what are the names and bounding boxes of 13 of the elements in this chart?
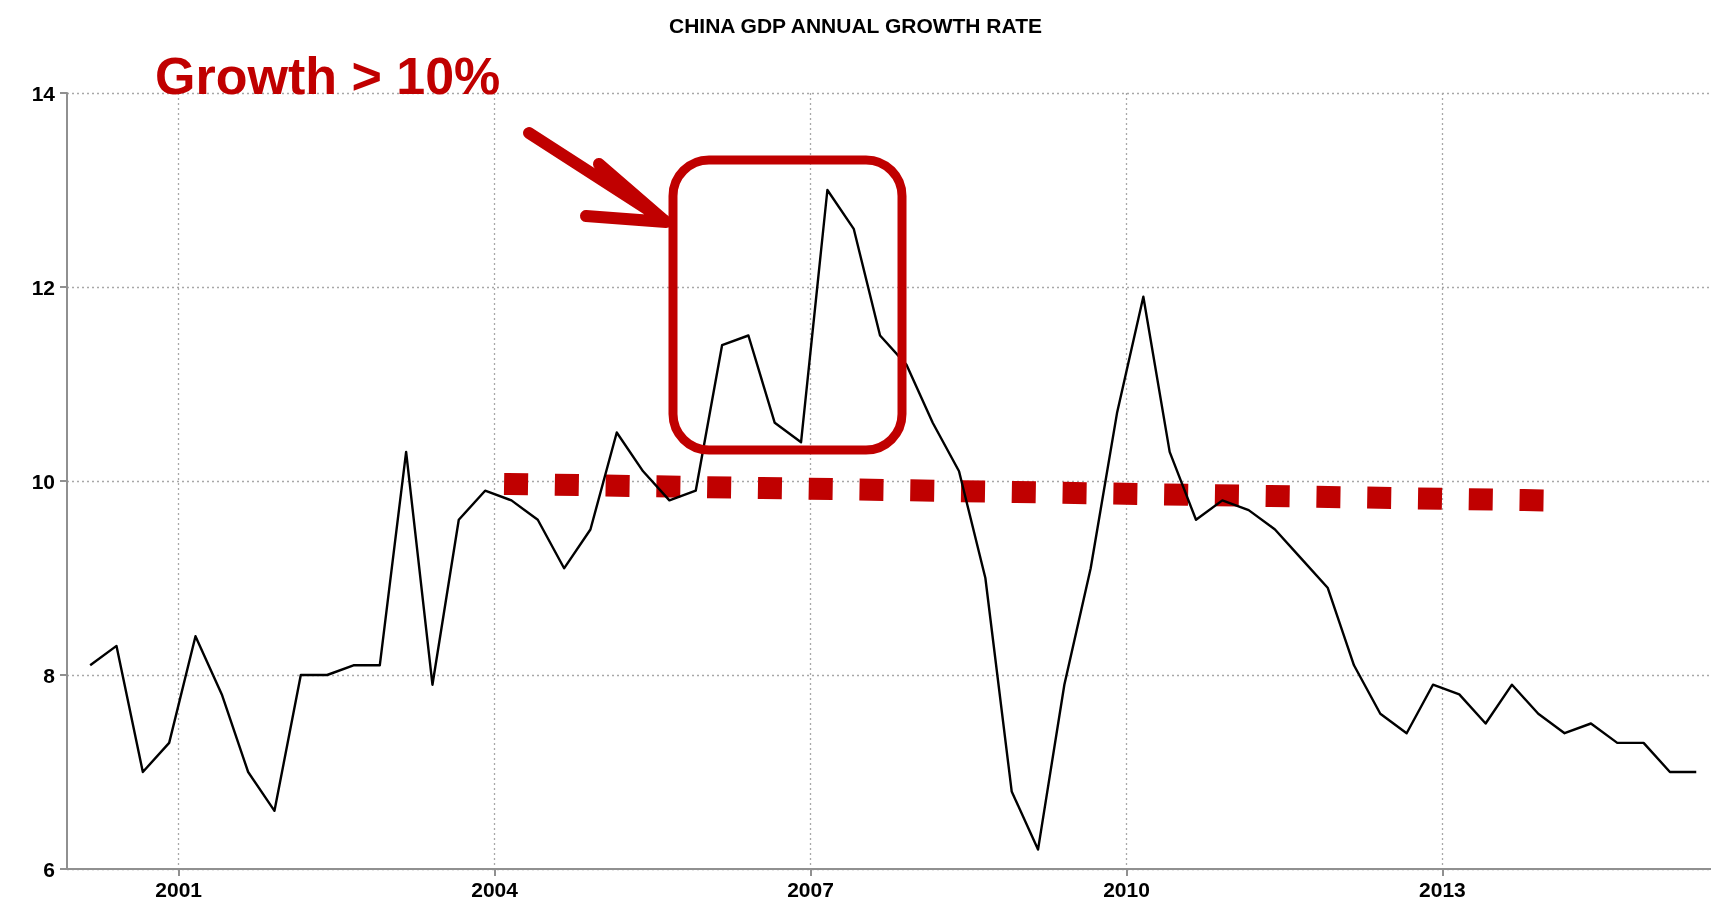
annotation: Growth > 10% [155,46,501,106]
x-tick-label: 2010 [1103,878,1150,901]
y-tick-label: 12 [31,275,55,299]
x-tick-label: 2007 [787,878,834,901]
x-tick-label: 2013 [1419,878,1466,901]
x-tick-label: 2001 [155,878,203,901]
y-tick-label: 6 [43,857,55,881]
chart-title: CHINA GDP ANNUAL GROWTH RATE [669,14,1042,37]
x-tick-label: 2004 [471,878,519,901]
y-tick-label: 8 [43,663,56,687]
y-tick-label: 10 [31,469,55,493]
line-series [88,188,1698,851]
y-tick-label: 14 [31,81,56,105]
